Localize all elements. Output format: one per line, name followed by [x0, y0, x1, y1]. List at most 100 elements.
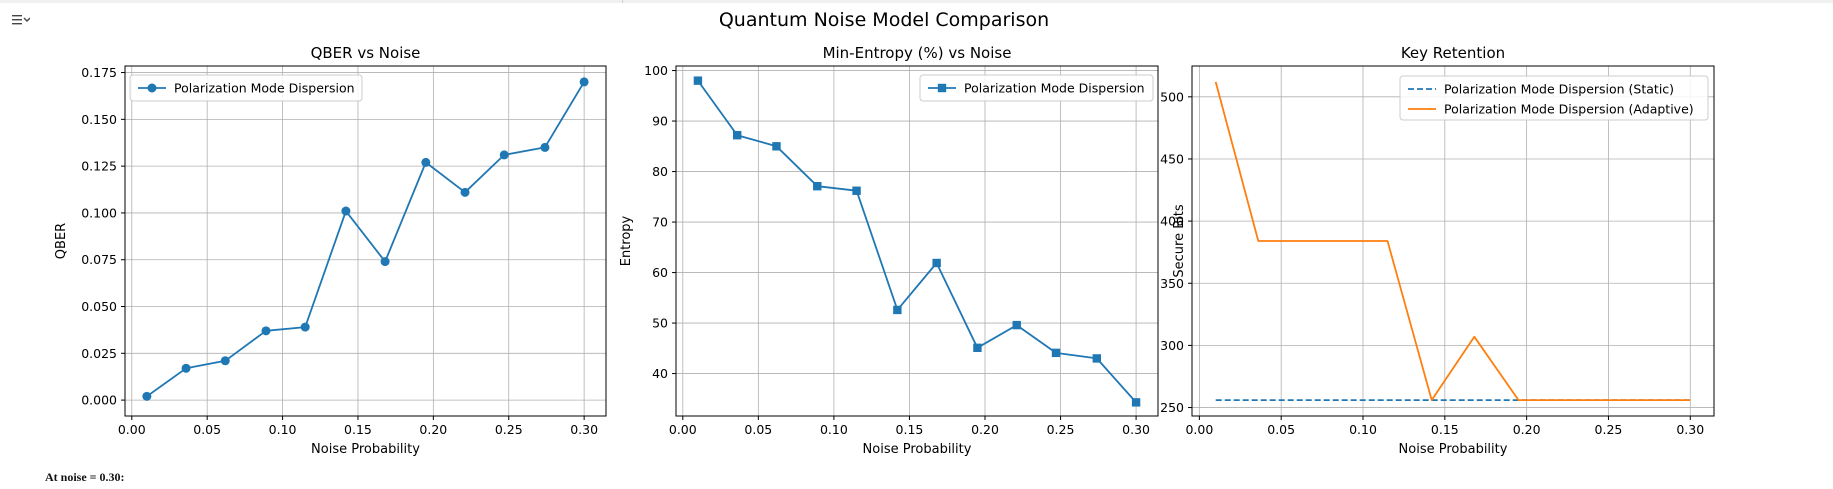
chart-title: Key Retention — [1401, 44, 1505, 62]
y-tick-label: 80 — [652, 164, 668, 179]
x-tick-label: 0.00 — [669, 422, 697, 437]
chart-1: 0.00 0.05 0.10 0.15 0.20 0.25 0.30 0.000 0.025 0.… — [54, 44, 607, 457]
series-line — [697, 80, 1137, 403]
y-tick-label: 0.050 — [81, 299, 117, 314]
notebook-top-border — [0, 0, 1833, 3]
y-tick-label: 0.000 — [81, 393, 117, 408]
x-tick-label: 0.05 — [744, 422, 772, 437]
x-tick-label: 0.30 — [1676, 422, 1704, 437]
plot-frame — [124, 65, 607, 417]
data-point — [142, 391, 152, 401]
plot-frame — [1191, 65, 1715, 417]
data-point — [772, 142, 781, 151]
data-point — [973, 343, 982, 353]
y-tick-label: 50 — [652, 316, 668, 331]
chart-figure: Quantum Noise Model Comparison 0.00 0.05 0… — [54, 9, 1715, 457]
notebook-top-divider — [622, 0, 623, 3]
x-tick-label: 0.30 — [570, 422, 598, 437]
y-tick-label: 40 — [652, 366, 668, 381]
x-tick-label: 0.30 — [1122, 422, 1150, 437]
y-tick-label: 0.150 — [81, 112, 117, 127]
data-point — [300, 322, 310, 332]
x-tick-label: 0.20 — [419, 422, 447, 437]
data-point — [181, 363, 191, 373]
legend-marker — [147, 83, 157, 93]
x-tick-label: 0.20 — [1513, 422, 1541, 437]
collapse-output-icon[interactable] — [10, 12, 30, 28]
x-axis-label: Noise Probability — [863, 442, 972, 457]
chart-3: 0.00 0.05 0.10 0.15 0.20 0.25 0.30 250 300 350 400… — [1160, 44, 1715, 457]
data-point — [460, 187, 470, 197]
y-tick-label: 350 — [1160, 276, 1184, 291]
data-point — [852, 186, 861, 195]
x-tick-label: 0.10 — [1349, 422, 1377, 437]
x-tick-label: 0.00 — [1185, 422, 1213, 437]
x-tick-label: 0.00 — [118, 422, 146, 437]
x-tick-label: 0.10 — [820, 422, 848, 437]
data-point — [813, 182, 822, 191]
x-tick-label: 0.10 — [269, 422, 297, 437]
chart-title: QBER vs Noise — [311, 44, 421, 62]
legend-marker — [937, 83, 947, 93]
data-point — [893, 305, 902, 315]
x-tick-label: 0.25 — [495, 422, 523, 437]
y-tick-label: 60 — [652, 265, 668, 280]
data-point — [421, 157, 431, 167]
x-tick-label: 0.05 — [193, 422, 221, 437]
y-tick-label: 0.025 — [81, 346, 117, 361]
data-point — [380, 257, 390, 267]
x-tick-label: 0.20 — [971, 422, 999, 437]
x-tick-label: 0.05 — [1267, 422, 1295, 437]
x-axis-label: Noise Probability — [1399, 442, 1508, 457]
y-tick-label: 0.075 — [81, 252, 117, 267]
y-tick-label: 450 — [1160, 151, 1184, 166]
data-point — [693, 76, 703, 85]
y-axis-label: QBER — [54, 223, 69, 259]
legend: Polarization Mode Dispersion — [919, 74, 1154, 102]
series-line — [1214, 81, 1691, 402]
x-tick-label: 0.25 — [1595, 422, 1623, 437]
x-tick-label: 0.15 — [1431, 422, 1459, 437]
legend: Polarization Mode Dispersion — [129, 74, 363, 102]
y-tick-label: 0.175 — [81, 65, 117, 80]
y-tick-label: 500 — [1160, 89, 1184, 104]
data-point — [732, 130, 742, 140]
y-tick-label: 90 — [652, 114, 668, 129]
data-point — [1131, 398, 1141, 407]
chart-title: Min-Entropy (%) vs Noise — [823, 44, 1012, 62]
data-point — [499, 150, 509, 160]
legend-box — [1399, 75, 1709, 121]
data-point — [1092, 354, 1102, 363]
y-tick-label: 0.125 — [81, 159, 117, 174]
figure-title: Quantum Noise Model Comparison — [719, 9, 1049, 31]
output-text: At noise = 0.30: — [45, 470, 125, 484]
plot-frame — [675, 65, 1159, 417]
chart-2: 0.00 0.05 0.10 0.15 0.20 0.25 0.30 40 50 60 70 80 90… — [619, 44, 1159, 457]
legend-label: Polarization Mode Dispersion (Static) — [1444, 82, 1674, 97]
y-tick-label: 100 — [644, 63, 668, 78]
data-point — [1051, 348, 1061, 358]
x-tick-label: 0.15 — [896, 422, 924, 437]
x-tick-label: 0.15 — [344, 422, 372, 437]
data-point — [540, 142, 550, 152]
x-tick-label: 0.25 — [1047, 422, 1075, 437]
legend-box — [919, 74, 1154, 102]
y-axis-label: Secure Bits — [1172, 204, 1187, 277]
y-tick-label: 70 — [652, 215, 668, 230]
data-point — [341, 206, 351, 216]
x-axis-label: Noise Probability — [311, 442, 420, 457]
data-point — [220, 356, 230, 366]
y-tick-label: 250 — [1160, 400, 1184, 415]
y-tick-label: 300 — [1160, 338, 1184, 353]
legend-box — [129, 74, 363, 102]
y-tick-label: 0.100 — [81, 205, 117, 220]
data-point — [579, 77, 589, 87]
data-point — [932, 258, 941, 268]
y-axis-label: Entropy — [619, 215, 634, 266]
data-point — [261, 326, 271, 336]
y-tick-label: 400 — [1160, 214, 1184, 229]
data-point — [1012, 320, 1021, 330]
legend-label: Polarization Mode Dispersion (Adaptive) — [1444, 102, 1694, 117]
legend: Polarization Mode Dispersion (Static) Pol… — [1399, 75, 1709, 121]
legend-label: Polarization Mode Dispersion — [964, 81, 1145, 96]
